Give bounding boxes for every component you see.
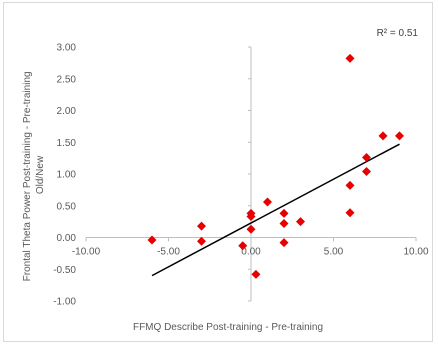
x-tick-label: 0.00	[241, 247, 261, 258]
data-point	[296, 217, 305, 227]
y-tick-label: -0.50	[53, 265, 76, 276]
data-point	[362, 152, 371, 162]
data-point	[279, 219, 289, 229]
data-point	[345, 208, 355, 218]
data-point	[251, 269, 261, 279]
trendline	[151, 143, 400, 277]
data-point	[147, 235, 157, 245]
data-point	[378, 131, 388, 141]
x-tick-label: 10.00	[403, 247, 428, 258]
data-point	[197, 236, 206, 246]
data-point	[362, 166, 371, 176]
data-point	[279, 238, 289, 248]
data-point	[197, 221, 206, 231]
chart-frame	[3, 2, 433, 342]
y-tick-label: 2.00	[57, 106, 77, 117]
y-tick-label: 0.50	[57, 201, 77, 212]
y-tick-label: -1.00	[53, 297, 76, 308]
data-point	[246, 212, 256, 222]
y-tick-label: 3.00	[57, 43, 77, 54]
data-point	[345, 180, 355, 190]
y-tick-label: 0.00	[57, 233, 77, 244]
data-point	[238, 241, 248, 251]
x-tick-label: 5.00	[324, 247, 344, 258]
data-point	[279, 208, 289, 218]
data-point	[263, 197, 272, 207]
data-point	[395, 131, 404, 141]
x-tick-label: -10.00	[72, 247, 101, 258]
y-tick-label: 1.50	[57, 138, 77, 149]
x-axis-title: FFMQ Describe Post-training - Pre-traini…	[133, 322, 323, 333]
data-point	[345, 53, 355, 63]
x-tick-label: -5.00	[157, 247, 180, 258]
data-point	[246, 224, 256, 234]
y-axis-title-line-1: Frontal Theta Power Post-training - Pre-…	[22, 71, 33, 281]
r-squared-annotation: R² = 0.51	[377, 28, 419, 39]
y-axis-title: Frontal Theta Power Post-training - Pre-…	[22, 69, 46, 282]
y-tick-label: 2.50	[57, 74, 77, 85]
y-tick-label: 1.00	[57, 170, 77, 181]
y-axis-title-line-2: Old/New	[35, 155, 46, 194]
